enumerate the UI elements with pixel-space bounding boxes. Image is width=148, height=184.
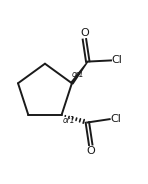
Polygon shape (71, 62, 88, 84)
Text: Cl: Cl (111, 114, 121, 124)
Text: or1: or1 (62, 116, 75, 125)
Text: or1: or1 (71, 70, 84, 79)
Text: O: O (86, 146, 95, 157)
Text: O: O (80, 28, 89, 38)
Text: Cl: Cl (112, 55, 123, 66)
